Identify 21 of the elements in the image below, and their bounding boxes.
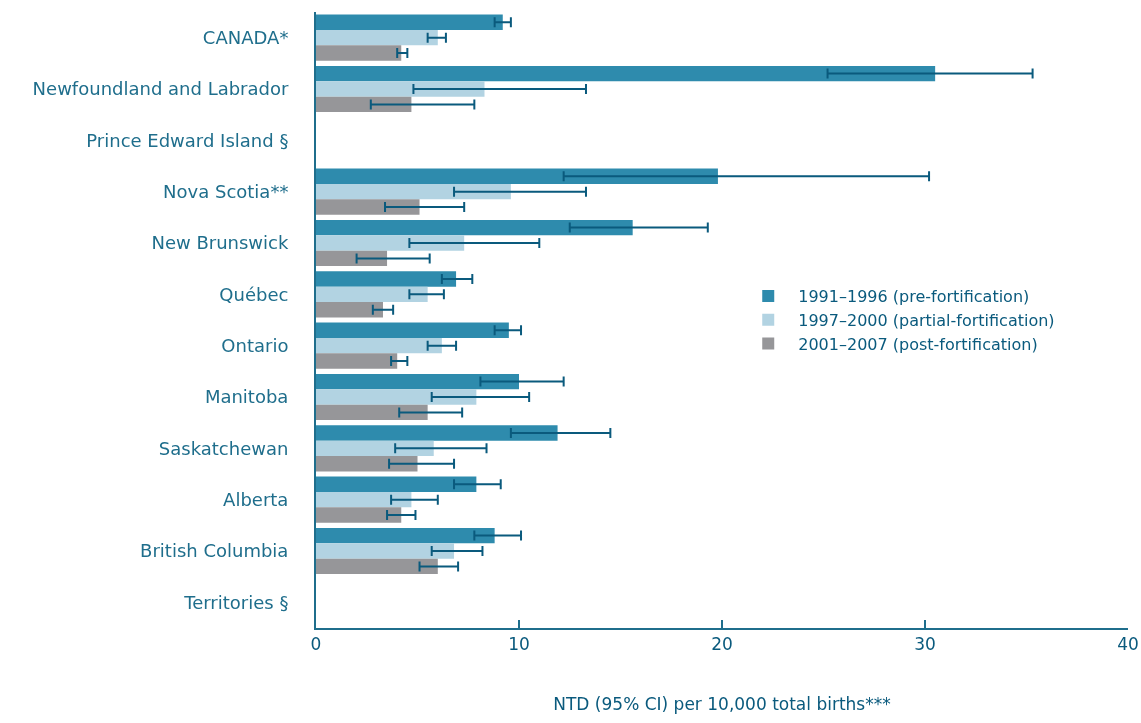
x-axis-title: NTD (95% CI) per 10,000 total births*** bbox=[553, 694, 891, 715]
x-tick-label: 40 bbox=[1117, 634, 1139, 655]
x-tick-label: 0 bbox=[310, 634, 322, 655]
y-tick-label: Territories § bbox=[183, 591, 289, 613]
y-tick-label: Alberta bbox=[223, 488, 289, 510]
y-tick-label: Manitoba bbox=[204, 386, 289, 408]
y-tick-label: Québec bbox=[219, 283, 289, 305]
y-tick-label: Ontario bbox=[221, 334, 289, 356]
y-tick-label: Nova Scotia** bbox=[163, 180, 289, 202]
y-tick-label: New Brunswick bbox=[151, 232, 289, 254]
legend-label: 1991–1996 (pre-fortification) bbox=[798, 287, 1030, 307]
y-tick-label: CANADA* bbox=[202, 26, 289, 48]
y-tick-label: Prince Edward Island § bbox=[86, 129, 289, 151]
legend-label: 2001–2007 (post-fortification) bbox=[798, 334, 1038, 354]
y-tick-label: Saskatchewan bbox=[158, 437, 289, 459]
x-tick-label: 20 bbox=[711, 634, 733, 655]
y-tick-label: British Columbia bbox=[140, 540, 289, 562]
y-tick-label: Newfoundland and Labrador bbox=[32, 78, 289, 100]
x-tick-label: 10 bbox=[508, 634, 530, 655]
legend-label: 1997–2000 (partial-fortification) bbox=[798, 310, 1055, 330]
x-tick-label: 30 bbox=[914, 634, 936, 655]
